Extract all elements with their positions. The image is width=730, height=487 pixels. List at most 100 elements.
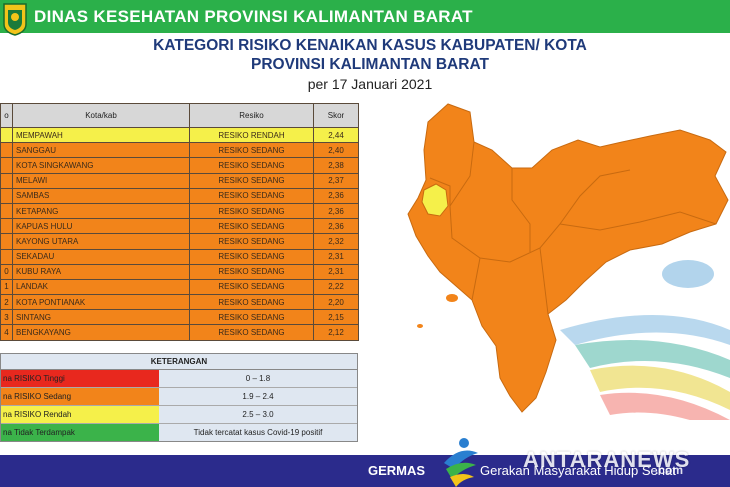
column-header-score: Skor [313,103,359,128]
risk-table: o Kota/kab Resiko Skor MEMPAWAH RESIKO RE… [0,103,359,341]
legend-row: na RISIKO Rendah 2.5 – 3.0 [1,406,357,424]
cell-score: 2,38 [313,157,359,174]
map-border [471,257,481,301]
cell-risk: RESIKO RENDAH [189,126,314,144]
cell-risk: RESIKO SEDANG [189,324,314,341]
decor-swoosh [575,340,730,378]
table-row: KAYONG UTARA RESIKO SEDANG 2,32 [0,233,359,250]
table-row: MEMPAWAH RESIKO RENDAH 2,44 [0,126,359,144]
cell-risk: RESIKO SEDANG [189,142,314,159]
table-row: 4 BENGKAYANG RESIKO SEDANG 2,12 [0,324,359,341]
map-border [559,211,717,231]
cell-no [0,202,13,220]
table-row: SANGGAU RESIKO SEDANG 2,40 [0,142,359,159]
cell-risk: RESIKO SEDANG [189,187,314,204]
map-border [449,141,631,263]
footer-bar: GERMAS Gerakan Masyarakat Hidup Sehat [0,438,730,487]
cell-no: 1 [0,278,13,296]
cell-no: 4 [0,324,13,341]
table-row: KOTA SINGKAWANG RESIKO SEDANG 2,38 [0,157,359,174]
cell-city: SANGGAU [12,142,190,159]
map-province-area [407,103,729,413]
cell-city: KUBU RAYA [12,263,190,280]
cell-score: 2,36 [313,218,359,235]
cell-no [0,157,13,174]
cell-score: 2,36 [313,202,359,220]
organization-name: DINAS KESEHATAN PROVINSI KALIMANTAN BARA… [34,7,473,26]
cell-score: 2,20 [313,294,359,311]
decor-swoosh [560,315,730,345]
table-row: SEKADAU RESIKO SEDANG 2,31 [0,248,359,265]
cell-no: 2 [0,294,13,311]
germas-logo-icon [444,438,478,487]
cell-city: KOTA PONTIANAK [12,294,190,311]
cell-no [0,233,13,250]
cell-score: 2,36 [313,187,359,204]
cell-city: KAPUAS HULU [12,218,190,235]
province-map [407,103,730,420]
cell-score: 2,31 [313,248,359,265]
legend-title: KETERANGAN [1,354,357,370]
table-row: 2 KOTA PONTIANAK RESIKO SEDANG 2,20 [0,294,359,311]
column-header-risk: Resiko [189,103,314,128]
cell-risk: RESIKO SEDANG [189,309,314,326]
watermark-text: ANTARANEWS [523,447,691,472]
table-row: SAMBAS RESIKO SEDANG 2,36 [0,187,359,204]
cell-no [0,218,13,235]
cell-no [0,142,13,159]
cell-risk: RESIKO SEDANG [189,263,314,280]
legend-range: 2.5 – 3.0 [159,406,357,423]
table-row: KETAPANG RESIKO SEDANG 2,36 [0,202,359,220]
legend-panel: KETERANGAN na RISIKO Tinggi 0 – 1.8 na RIS… [0,353,358,442]
cell-risk: RESIKO SEDANG [189,248,314,265]
legend-range: 0 – 1.8 [159,370,357,387]
cell-risk: RESIKO SEDANG [189,278,314,296]
legend-row: na Tidak Terdampak Tidak tercatat kasus C… [1,424,357,441]
cell-city: KAYONG UTARA [12,233,190,250]
cell-city: KETAPANG [12,202,190,220]
page-subtitle: PROVINSI KALIMANTAN BARAT [251,56,489,73]
map-island [417,324,423,328]
cell-score: 2,44 [313,126,359,144]
table-row: MELAWI RESIKO SEDANG 2,37 [0,172,359,189]
legend-range: 1.9 – 2.4 [159,388,357,405]
column-header-city: Kota/kab [12,103,190,128]
cell-city: SAMBAS [12,187,190,204]
germas-label: GERMAS [368,463,426,478]
cell-no: 3 [0,309,13,326]
legend-swatch-label: na RISIKO Sedang [1,388,159,405]
cell-city: KOTA SINGKAWANG [12,157,190,174]
germas-slogan: Gerakan Masyarakat Hidup Sehat [480,463,676,478]
cell-city: LANDAK [12,278,190,296]
table-row: KAPUAS HULU RESIKO SEDANG 2,36 [0,218,359,235]
cell-city: BENGKAYANG [12,324,190,341]
cell-score: 2,40 [313,142,359,159]
cell-risk: RESIKO SEDANG [189,202,314,220]
table-row: 1 LANDAK RESIKO SEDANG 2,22 [0,278,359,296]
legend-swatch-label: na RISIKO Rendah [1,406,159,423]
legend-range: Tidak tercatat kasus Covid-19 positif [159,424,357,441]
cell-no [0,248,13,265]
cell-score: 2,37 [313,172,359,189]
cell-risk: RESIKO SEDANG [189,157,314,174]
decor-swoosh [600,392,730,420]
map-region-mempawah [421,183,449,217]
table-row: 3 SINTANG RESIKO SEDANG 2,15 [0,309,359,326]
legend-swatch-label: na RISIKO Tinggi [1,370,159,387]
cell-score: 2,31 [313,263,359,280]
legend-row: na RISIKO Sedang 1.9 – 2.4 [1,388,357,406]
cell-city: SINTANG [12,309,190,326]
cell-risk: RESIKO SEDANG [189,233,314,250]
watermark-suffix: .com [655,463,684,477]
page-title: KATEGORI RISIKO KENAIKAN KASUS KABUPATEN… [153,37,587,54]
cell-risk: RESIKO SEDANG [189,218,314,235]
cell-score: 2,22 [313,278,359,296]
map-island [446,294,458,302]
cell-score: 2,12 [313,324,359,341]
table-row: 0 KUBU RAYA RESIKO SEDANG 2,31 [0,263,359,280]
map-border [429,177,451,206]
decor-circle [662,260,714,288]
column-header-no: o [0,103,13,128]
cell-score: 2,32 [313,233,359,250]
page-date: per 17 Januari 2021 [307,76,433,92]
